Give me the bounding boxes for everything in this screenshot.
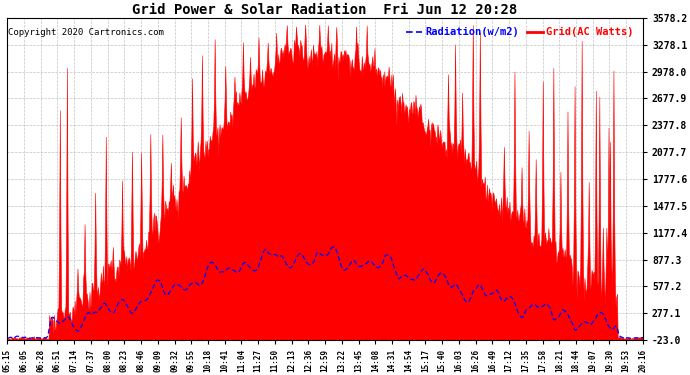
Text: Copyright 2020 Cartronics.com: Copyright 2020 Cartronics.com bbox=[8, 28, 164, 37]
Title: Grid Power & Solar Radiation  Fri Jun 12 20:28: Grid Power & Solar Radiation Fri Jun 12 … bbox=[132, 3, 518, 17]
Legend: Radiation(w/m2), Grid(AC Watts): Radiation(w/m2), Grid(AC Watts) bbox=[402, 23, 638, 42]
